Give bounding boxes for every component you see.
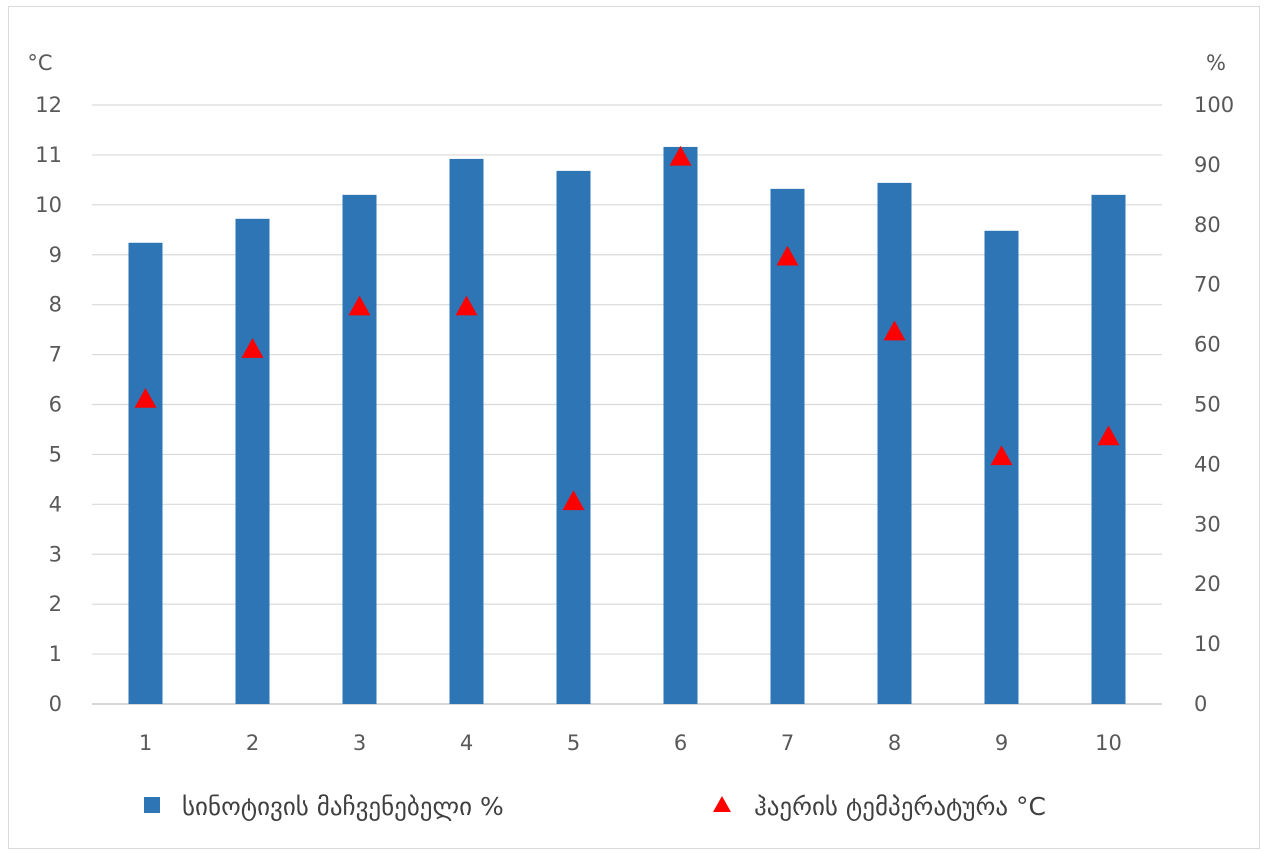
right-axis-tick-label: 60 xyxy=(1194,333,1221,357)
right-axis-tick-label: 90 xyxy=(1194,153,1221,177)
x-axis-ticks: 1 2 3 4 5 6 7 8 9 10 xyxy=(139,731,1122,755)
right-axis-tick-label: 50 xyxy=(1194,393,1221,417)
x-axis-tick-label: 6 xyxy=(674,731,687,755)
legend-humidity-label: სინოტივის მაჩვენებელი % xyxy=(182,792,504,821)
right-axis-tick-label: 30 xyxy=(1194,512,1221,536)
x-axis-tick-label: 1 xyxy=(139,731,152,755)
left-axis-tick-label: 5 xyxy=(49,442,62,466)
temperature-marker xyxy=(134,387,157,408)
humidity-bar xyxy=(770,188,805,705)
left-axis-tick-label: 12 xyxy=(35,93,62,117)
left-axis-tick-label: 3 xyxy=(49,542,62,566)
right-axis-tick-label: 0 xyxy=(1194,692,1207,716)
left-axis-tick-label: 10 xyxy=(35,193,62,217)
x-axis-tick-label: 10 xyxy=(1095,731,1122,755)
humidity-bar xyxy=(556,170,591,704)
temperature-marker xyxy=(562,490,585,511)
legend-temperature-label: ჰაერის ტემპერატურა °C xyxy=(754,792,1046,821)
humidity-bar xyxy=(342,194,377,704)
x-axis-tick-label: 8 xyxy=(888,731,901,755)
humidity-bar xyxy=(663,146,698,704)
x-axis-tick-label: 9 xyxy=(995,731,1008,755)
temperature-markers xyxy=(134,145,1120,511)
humidity-bar xyxy=(235,218,270,704)
left-axis-tick-label: 6 xyxy=(49,393,62,417)
humidity-bar xyxy=(1091,194,1126,704)
temperature-marker xyxy=(669,145,692,166)
temperature-marker xyxy=(348,295,371,316)
left-axis-tick-label: 9 xyxy=(49,243,62,267)
left-axis-tick-label: 11 xyxy=(35,143,62,167)
right-axis-tick-label: 10 xyxy=(1194,632,1221,656)
temperature-marker xyxy=(241,338,264,358)
left-axis-tick-label: 1 xyxy=(49,642,62,666)
x-axis-tick-label: 5 xyxy=(567,731,580,755)
right-axis-tick-label: 70 xyxy=(1194,273,1221,297)
left-axis-tick-label: 7 xyxy=(49,343,62,367)
humidity-bar xyxy=(449,158,484,704)
x-axis-tick-label: 4 xyxy=(460,731,473,755)
x-axis-tick-label: 3 xyxy=(353,731,366,755)
legend-temperature-marker xyxy=(713,796,731,812)
humidity-bar xyxy=(984,230,1019,705)
left-axis-tick-label: 8 xyxy=(49,293,62,317)
right-axis-unit-label: % xyxy=(1206,51,1226,75)
x-axis-tick-label: 7 xyxy=(781,731,794,755)
x-axis-tick-label: 2 xyxy=(246,731,259,755)
temperature-marker xyxy=(1097,425,1120,446)
legend: სინოტივის მაჩვენებელი % ჰაერის ტემპერატუ… xyxy=(144,792,1046,821)
humidity-bars xyxy=(128,146,1126,705)
temperature-marker xyxy=(776,245,799,266)
left-axis-unit-label: °C xyxy=(27,51,52,75)
right-axis-tick-label: 40 xyxy=(1194,452,1221,476)
right-axis-tick-label: 100 xyxy=(1194,93,1234,117)
humidity-bar xyxy=(128,242,163,704)
right-axis-ticks: 0 10 20 30 40 50 60 70 80 90 100 xyxy=(1194,93,1234,716)
humidity-bar xyxy=(877,182,912,704)
left-axis-tick-label: 0 xyxy=(49,692,62,716)
chart-frame xyxy=(8,6,1260,849)
left-axis-tick-label: 4 xyxy=(49,492,62,516)
right-axis-tick-label: 20 xyxy=(1194,572,1221,596)
gridlines xyxy=(92,104,1162,705)
temperature-marker xyxy=(883,320,906,341)
legend-humidity-swatch xyxy=(144,797,160,813)
temperature-marker xyxy=(990,445,1013,466)
right-axis-tick-label: 80 xyxy=(1194,213,1221,237)
temperature-marker xyxy=(455,295,478,316)
left-axis-tick-label: 2 xyxy=(49,592,62,616)
